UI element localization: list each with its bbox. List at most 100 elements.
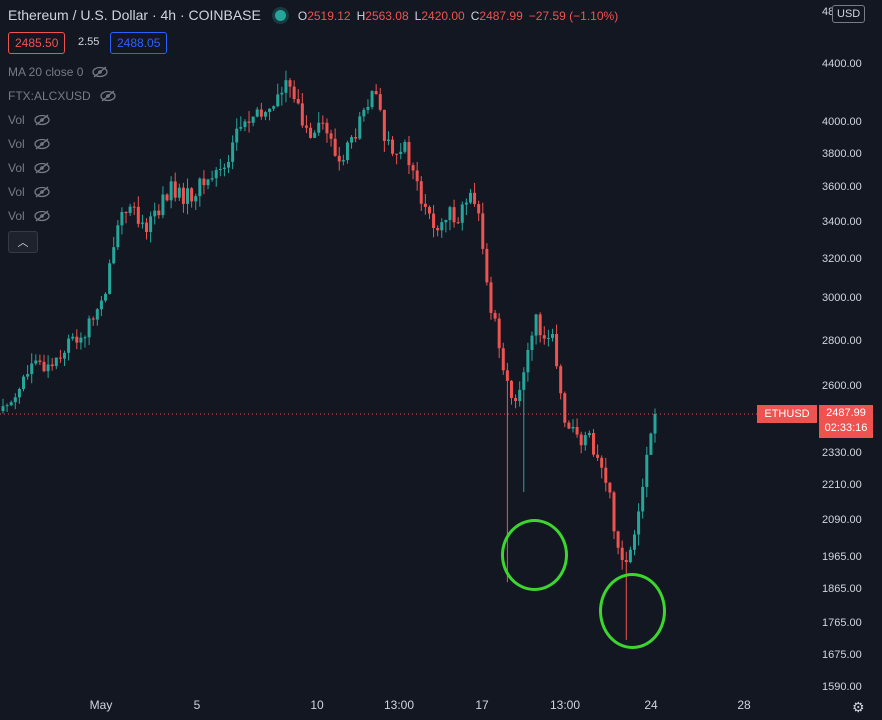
ask-price-box[interactable]: 2488.05: [110, 32, 168, 54]
candle: [284, 70, 288, 103]
indicator-label: Vol: [8, 185, 25, 199]
candle: [276, 83, 280, 108]
candle-body: [587, 433, 591, 436]
candle-body: [464, 202, 468, 205]
candle: [329, 129, 333, 147]
candle-body: [628, 549, 632, 563]
candle: [108, 259, 112, 295]
candle: [534, 313, 538, 345]
candle: [456, 217, 460, 224]
candle-body: [555, 333, 559, 367]
candle-body: [231, 142, 235, 162]
price-tick-label: 2800.00: [822, 334, 862, 347]
price-tick-label: 3200.00: [822, 252, 862, 265]
indicator-legend-row[interactable]: MA 20 close 0: [8, 65, 109, 79]
candle: [128, 203, 132, 217]
candle: [362, 107, 366, 122]
candle-body: [304, 125, 308, 128]
eye-off-icon[interactable]: [33, 210, 51, 222]
candle-body: [542, 335, 546, 339]
eye-off-icon[interactable]: [33, 138, 51, 150]
symbol-title[interactable]: Ethereum / U.S. Dollar · 4h · COINBASE: [8, 7, 261, 23]
candle: [600, 455, 604, 479]
indicator-legend-row[interactable]: Vol: [8, 209, 51, 223]
candle-body: [198, 178, 202, 197]
candle: [411, 162, 415, 180]
candle: [58, 349, 62, 363]
candle: [50, 358, 54, 371]
indicator-label: Vol: [8, 113, 25, 127]
candle: [214, 167, 218, 187]
candle: [468, 188, 472, 205]
last-price-axis-box: 2487.99 02:33:16: [819, 405, 873, 438]
candle-body: [362, 109, 366, 117]
candle: [263, 110, 267, 121]
candle-body: [501, 348, 505, 371]
candle-body: [477, 204, 481, 214]
time-tick-label: 24: [644, 698, 658, 712]
candle-body: [612, 492, 616, 532]
candle-body: [489, 282, 493, 313]
ohlc-readout: O2519.12 H2563.08 L2420.00 C2487.99 −27.59 (…: [297, 9, 619, 23]
indicator-label: Vol: [8, 161, 25, 175]
candle: [432, 204, 436, 238]
candle-body: [538, 314, 542, 336]
candle-body: [608, 482, 612, 493]
candle: [91, 316, 95, 326]
candle-body: [526, 349, 530, 373]
candle: [522, 367, 526, 493]
candle: [571, 419, 575, 433]
candle-body: [214, 170, 218, 179]
candle-body: [415, 170, 419, 182]
candle: [407, 135, 411, 175]
candle: [317, 112, 321, 136]
candle: [587, 430, 591, 438]
price-tick-label: 1675.00: [822, 649, 862, 662]
candle-body: [75, 336, 79, 343]
candle: [132, 202, 136, 216]
eye-off-icon[interactable]: [33, 114, 51, 126]
candle-body: [280, 92, 284, 95]
gear-icon[interactable]: ⚙: [852, 699, 865, 715]
bid-price-box[interactable]: 2485.50: [8, 32, 66, 54]
indicator-legend-row[interactable]: Vol: [8, 137, 51, 151]
eye-off-icon[interactable]: [99, 90, 117, 102]
candle: [542, 326, 546, 345]
indicator-label: Vol: [8, 209, 25, 223]
eye-off-icon[interactable]: [33, 186, 51, 198]
candle-body: [432, 213, 436, 229]
candle: [153, 202, 157, 225]
candle: [112, 236, 116, 265]
indicator-legend-row[interactable]: Vol: [8, 185, 51, 199]
candle-body: [563, 393, 567, 423]
candle: [518, 381, 522, 407]
eye-off-icon[interactable]: [33, 162, 51, 174]
close-value: 2487.99: [479, 9, 523, 23]
candle-body: [485, 248, 489, 283]
bar-countdown: 02:33:16: [824, 422, 868, 434]
candle: [300, 93, 304, 128]
eye-off-icon[interactable]: [91, 66, 109, 78]
candle: [104, 292, 108, 303]
indicator-legend-row[interactable]: Vol: [8, 161, 51, 175]
change-value: −27.59 (−1.10%): [528, 9, 619, 23]
candle-body: [38, 360, 42, 362]
indicator-legend-row[interactable]: FTX:ALCXUSD: [8, 89, 117, 103]
currency-button[interactable]: USD: [832, 5, 866, 23]
candle-body: [157, 210, 161, 216]
candle-body: [26, 374, 30, 377]
candle-body: [13, 397, 17, 403]
candle: [583, 431, 587, 451]
indicator-legend-row[interactable]: Vol: [8, 113, 51, 127]
candle: [296, 89, 300, 105]
collapse-legend-button[interactable]: ︿: [8, 231, 38, 253]
market-status-icon[interactable]: [274, 10, 286, 21]
candle: [641, 478, 645, 519]
candle: [5, 403, 9, 412]
candle-body: [452, 207, 456, 223]
candle: [333, 128, 337, 157]
candle: [75, 329, 79, 350]
candle: [514, 394, 518, 409]
